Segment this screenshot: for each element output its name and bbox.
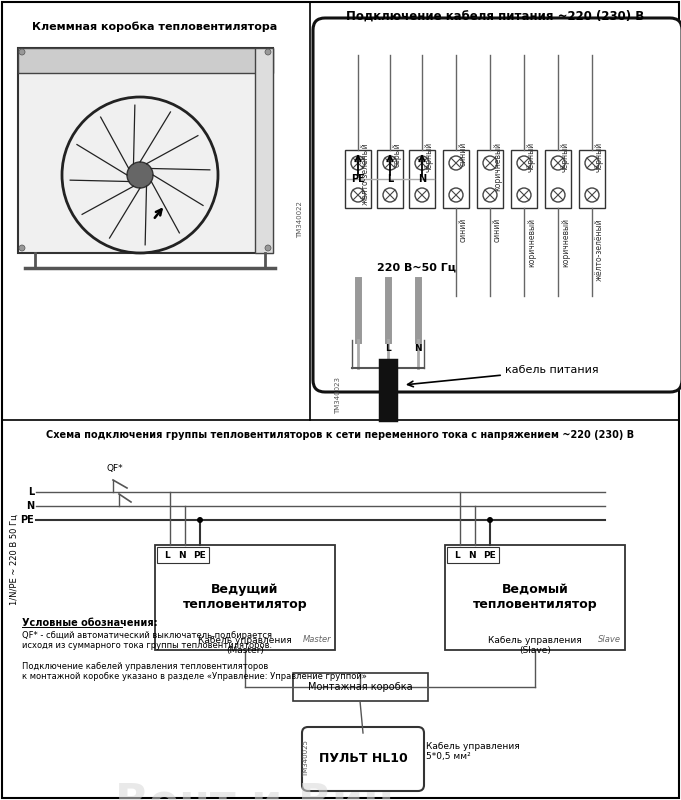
- FancyBboxPatch shape: [409, 150, 435, 208]
- Text: чёрный: чёрный: [561, 142, 570, 172]
- Text: PE: PE: [193, 550, 206, 559]
- Text: Схема подключения группы тепловентиляторов к сети переменного тока с напряжением: Схема подключения группы тепловентилятор…: [46, 430, 634, 440]
- Text: L: L: [164, 550, 170, 559]
- Text: серый: серый: [393, 142, 402, 166]
- FancyBboxPatch shape: [313, 18, 681, 392]
- Text: N: N: [26, 501, 34, 511]
- Text: коричневый: коричневый: [527, 218, 536, 267]
- Text: L: L: [387, 174, 393, 184]
- Circle shape: [127, 162, 153, 188]
- Text: N: N: [469, 550, 476, 559]
- Text: синий: синий: [493, 218, 502, 242]
- Text: 1/N/PE ~ 220 В 50 Гц: 1/N/PE ~ 220 В 50 Гц: [10, 514, 18, 606]
- Text: N: N: [178, 550, 186, 559]
- Text: L: L: [28, 487, 34, 497]
- FancyBboxPatch shape: [293, 673, 428, 701]
- Text: Master: Master: [302, 635, 331, 644]
- Text: коричневый: коричневый: [561, 218, 570, 267]
- Text: Монтажная коробка: Монтажная коробка: [308, 682, 412, 692]
- Text: синий: синий: [459, 218, 468, 242]
- Text: TM340025: TM340025: [303, 741, 309, 778]
- Text: PE: PE: [483, 550, 495, 559]
- Circle shape: [19, 245, 25, 251]
- FancyBboxPatch shape: [443, 150, 469, 208]
- Text: жёлто-зелёный: жёлто-зелёный: [361, 142, 370, 205]
- FancyBboxPatch shape: [18, 48, 273, 253]
- Text: Slave: Slave: [598, 635, 621, 644]
- Text: синий: синий: [459, 142, 468, 166]
- FancyBboxPatch shape: [155, 545, 335, 650]
- Circle shape: [265, 49, 271, 55]
- FancyBboxPatch shape: [377, 150, 403, 208]
- Text: L: L: [454, 550, 460, 559]
- Text: чёрный: чёрный: [595, 142, 604, 172]
- Text: TM340023: TM340023: [335, 377, 341, 414]
- Text: ПУЛЬТ HL10: ПУЛЬТ HL10: [319, 753, 407, 766]
- FancyBboxPatch shape: [157, 547, 209, 563]
- Text: чёрный: чёрный: [527, 142, 536, 172]
- FancyBboxPatch shape: [511, 150, 537, 208]
- Text: N: N: [418, 174, 426, 184]
- Text: Кабель управления
(Master): Кабель управления (Master): [198, 635, 292, 655]
- Text: L: L: [385, 344, 391, 353]
- Text: Условные обозначения:: Условные обозначения:: [22, 618, 157, 628]
- FancyBboxPatch shape: [255, 48, 273, 253]
- Circle shape: [384, 406, 392, 414]
- Text: QF* - сбщий автоматический выключатель,подбирается
исходя из суммарного тока гру: QF* - сбщий автоматический выключатель,п…: [22, 631, 272, 650]
- Text: PE: PE: [20, 515, 34, 525]
- Circle shape: [265, 245, 271, 251]
- Text: TM340022: TM340022: [297, 202, 303, 238]
- Text: PE: PE: [351, 174, 365, 184]
- FancyBboxPatch shape: [545, 150, 571, 208]
- Text: QF*: QF*: [107, 464, 123, 473]
- Text: чёрный: чёрный: [425, 142, 434, 172]
- Text: Кабель управления
(Slave): Кабель управления (Slave): [488, 635, 582, 655]
- Text: Подключение кабеля питания ~220 (230) В: Подключение кабеля питания ~220 (230) В: [346, 10, 644, 23]
- Text: Подключение кабелей управления тепловентиляторов
к монтажной коробке указано в р: Подключение кабелей управления тепловент…: [22, 662, 367, 682]
- Text: кабель питания: кабель питания: [505, 365, 599, 375]
- Text: жёлто-зелёный: жёлто-зелёный: [595, 218, 604, 281]
- FancyBboxPatch shape: [477, 150, 503, 208]
- Text: 220 В~50 Гц: 220 В~50 Гц: [377, 263, 456, 273]
- Text: Клеммная коробка тепловентилятора: Клеммная коробка тепловентилятора: [33, 22, 278, 33]
- Text: коричневый: коричневый: [493, 142, 502, 191]
- Text: Ведущий
тепловентилятор: Ведущий тепловентилятор: [183, 583, 307, 611]
- Text: N: N: [414, 344, 422, 353]
- Circle shape: [197, 517, 203, 523]
- FancyBboxPatch shape: [579, 150, 605, 208]
- FancyBboxPatch shape: [302, 727, 424, 791]
- Circle shape: [19, 49, 25, 55]
- Text: Кабель управления
5*0,5 мм²: Кабель управления 5*0,5 мм²: [426, 742, 520, 762]
- Text: Вент и Вин: Вент и Вин: [115, 782, 394, 800]
- FancyBboxPatch shape: [447, 547, 499, 563]
- FancyBboxPatch shape: [18, 48, 273, 73]
- Circle shape: [487, 517, 493, 523]
- FancyBboxPatch shape: [345, 150, 371, 208]
- FancyBboxPatch shape: [445, 545, 625, 650]
- Text: Ведомый
тепловентилятор: Ведомый тепловентилятор: [473, 583, 597, 611]
